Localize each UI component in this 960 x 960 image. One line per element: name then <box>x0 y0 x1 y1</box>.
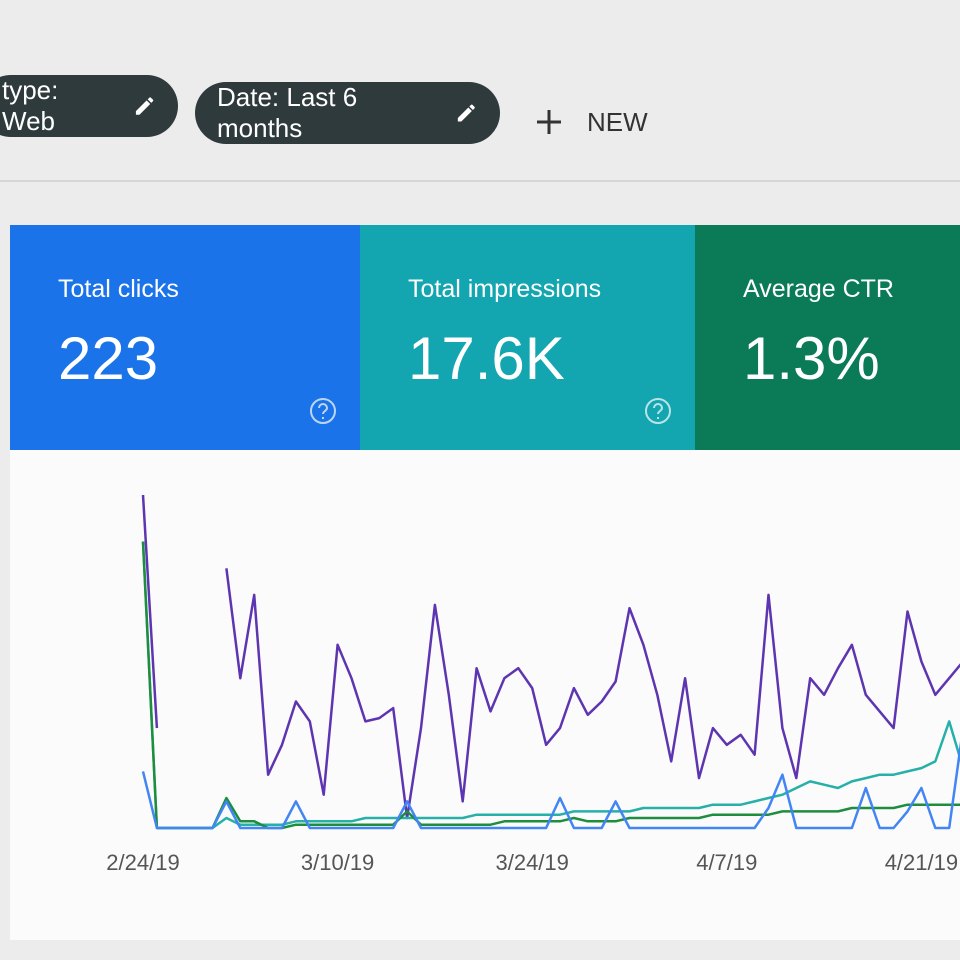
chart: 2/24/19 3/10/19 3/24/19 4/7/19 4/21/19 <box>106 494 960 875</box>
help-icon[interactable] <box>308 396 338 426</box>
metric-label: Total impressions <box>408 275 602 303</box>
series-line <box>141 494 960 820</box>
metric-card[interactable]: Average CTR 1.3% <box>695 225 960 450</box>
x-tick-label: 2/24/19 <box>106 850 179 875</box>
series-line <box>141 741 960 830</box>
edit-icon <box>135 97 154 115</box>
filter-chip[interactable]: type: Web <box>0 75 178 137</box>
edit-icon <box>458 104 476 122</box>
series-line <box>141 541 960 830</box>
x-tick-label: 4/21/19 <box>885 850 958 875</box>
series-line <box>141 541 960 830</box>
metric-label: Average CTR <box>743 275 894 303</box>
x-tick-label: 3/10/19 <box>301 850 374 875</box>
metric-card[interactable]: Total clicks 223 <box>10 225 360 450</box>
metric-label: Total clicks <box>58 275 179 303</box>
chart-panel: 2/24/19 3/10/19 3/24/19 4/7/19 4/21/19 <box>10 450 960 940</box>
metric-value: 1.3% <box>743 325 880 392</box>
x-tick-label: 4/7/19 <box>696 850 757 875</box>
new-button-label: NEW <box>587 106 648 137</box>
metric-value: 223 <box>58 325 159 392</box>
divider <box>0 180 960 182</box>
new-filter-button[interactable]: NEW <box>535 100 648 144</box>
x-tick-label: 3/24/19 <box>495 850 568 875</box>
filter-label: Date: Last 6 months <box>217 82 358 143</box>
metric-value: 17.6K <box>408 325 565 392</box>
filter-chip[interactable]: Date: Last 6 months <box>195 82 500 144</box>
metric-card[interactable]: Total impressions 17.6K <box>360 225 695 450</box>
plus-icon <box>537 110 561 134</box>
filter-label: type: Web <box>2 75 59 136</box>
help-icon[interactable] <box>643 396 673 426</box>
